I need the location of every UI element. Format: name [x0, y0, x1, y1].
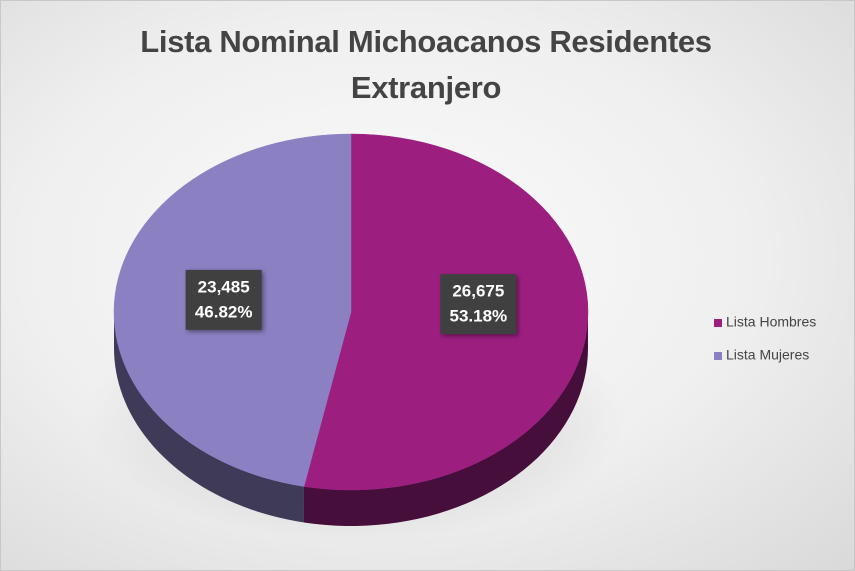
legend-label: Lista Hombres [726, 314, 816, 330]
pie-slice-side [114, 312, 304, 523]
chart-title: Lista Nominal Michoacanos Residentes Ext… [140, 24, 712, 105]
data-label-box [440, 274, 517, 335]
data-label: 46.82% [195, 302, 253, 321]
legend-swatch [714, 319, 722, 327]
data-label-box [185, 269, 262, 330]
pie-slice-side [303, 312, 588, 526]
legend-label: Lista Mujeres [726, 347, 809, 363]
data-label: 23,485 [198, 277, 250, 296]
data-label: 26,675 [452, 282, 504, 301]
legend-swatch [714, 352, 722, 360]
data-label: 53.18% [450, 307, 508, 326]
